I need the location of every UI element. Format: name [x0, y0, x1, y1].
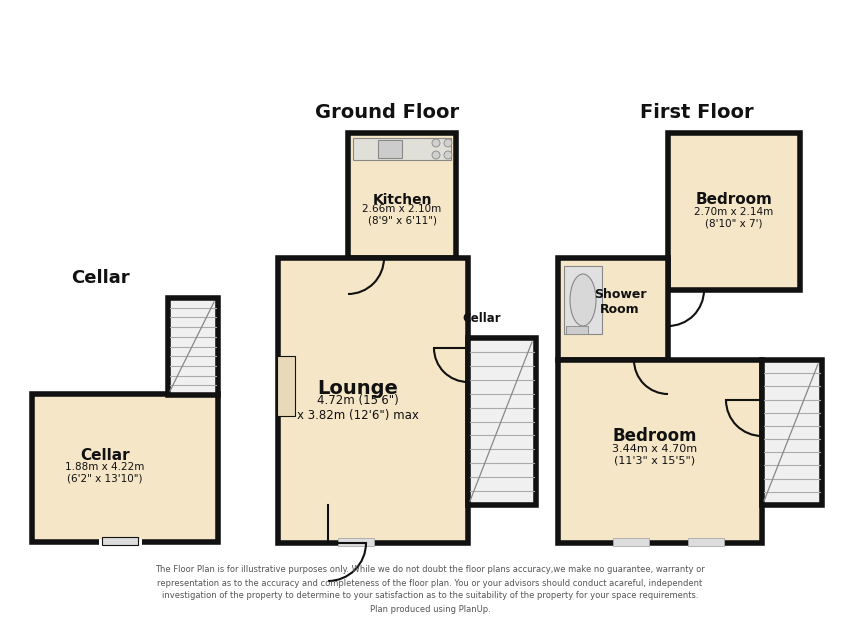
- Bar: [762, 360, 822, 505]
- Text: First Floor: First Floor: [640, 102, 754, 122]
- Circle shape: [432, 139, 440, 147]
- Bar: [688, 538, 724, 546]
- Bar: [168, 298, 218, 395]
- Circle shape: [432, 151, 440, 159]
- Circle shape: [444, 151, 452, 159]
- Bar: [613, 538, 649, 546]
- Text: The Floor Plan is for illustrative purposes only. While we do not doubt the floo: The Floor Plan is for illustrative purpo…: [155, 565, 705, 575]
- Bar: [558, 258, 668, 360]
- Text: Cellar: Cellar: [462, 311, 501, 324]
- Bar: [277, 356, 295, 416]
- Text: 3.44m x 4.70m
(11'3" x 15'5"): 3.44m x 4.70m (11'3" x 15'5"): [612, 444, 697, 466]
- Text: representation as to the accuracy and completeness of the floor plan. You or you: representation as to the accuracy and co…: [157, 578, 703, 588]
- Text: investigation of the property to determine to your satisfaction as to the suitab: investigation of the property to determi…: [162, 592, 698, 600]
- Bar: [338, 538, 374, 546]
- Bar: [102, 537, 138, 545]
- Text: 4.72m (15'6")
x 3.82m (12'6") max: 4.72m (15'6") x 3.82m (12'6") max: [297, 394, 419, 422]
- Text: Cellar: Cellar: [71, 269, 129, 287]
- Text: Bedroom: Bedroom: [612, 427, 697, 445]
- Text: Plan produced using PlanUp.: Plan produced using PlanUp.: [370, 605, 490, 613]
- Text: Bedroom: Bedroom: [696, 192, 772, 208]
- Bar: [468, 338, 536, 505]
- Text: 2.66m x 2.10m
(8'9" x 6'11"): 2.66m x 2.10m (8'9" x 6'11"): [362, 204, 442, 226]
- Bar: [378, 140, 402, 158]
- Bar: [32, 394, 218, 542]
- Bar: [668, 133, 800, 290]
- Text: Shower
Room: Shower Room: [593, 288, 646, 316]
- Bar: [566, 326, 588, 334]
- Text: 1.88m x 4.22m
(6'2" x 13'10"): 1.88m x 4.22m (6'2" x 13'10"): [65, 462, 144, 484]
- Bar: [278, 258, 468, 543]
- Circle shape: [444, 139, 452, 147]
- Text: 2.70m x 2.14m
(8'10" x 7'): 2.70m x 2.14m (8'10" x 7'): [694, 207, 774, 229]
- Text: Ground Floor: Ground Floor: [315, 102, 459, 122]
- Ellipse shape: [570, 274, 596, 326]
- Bar: [564, 266, 602, 334]
- Bar: [353, 138, 451, 160]
- Bar: [558, 360, 762, 543]
- Text: Kitchen: Kitchen: [372, 193, 432, 207]
- Text: Cellar: Cellar: [80, 449, 130, 464]
- Bar: [348, 133, 456, 258]
- Text: Lounge: Lounge: [317, 379, 398, 397]
